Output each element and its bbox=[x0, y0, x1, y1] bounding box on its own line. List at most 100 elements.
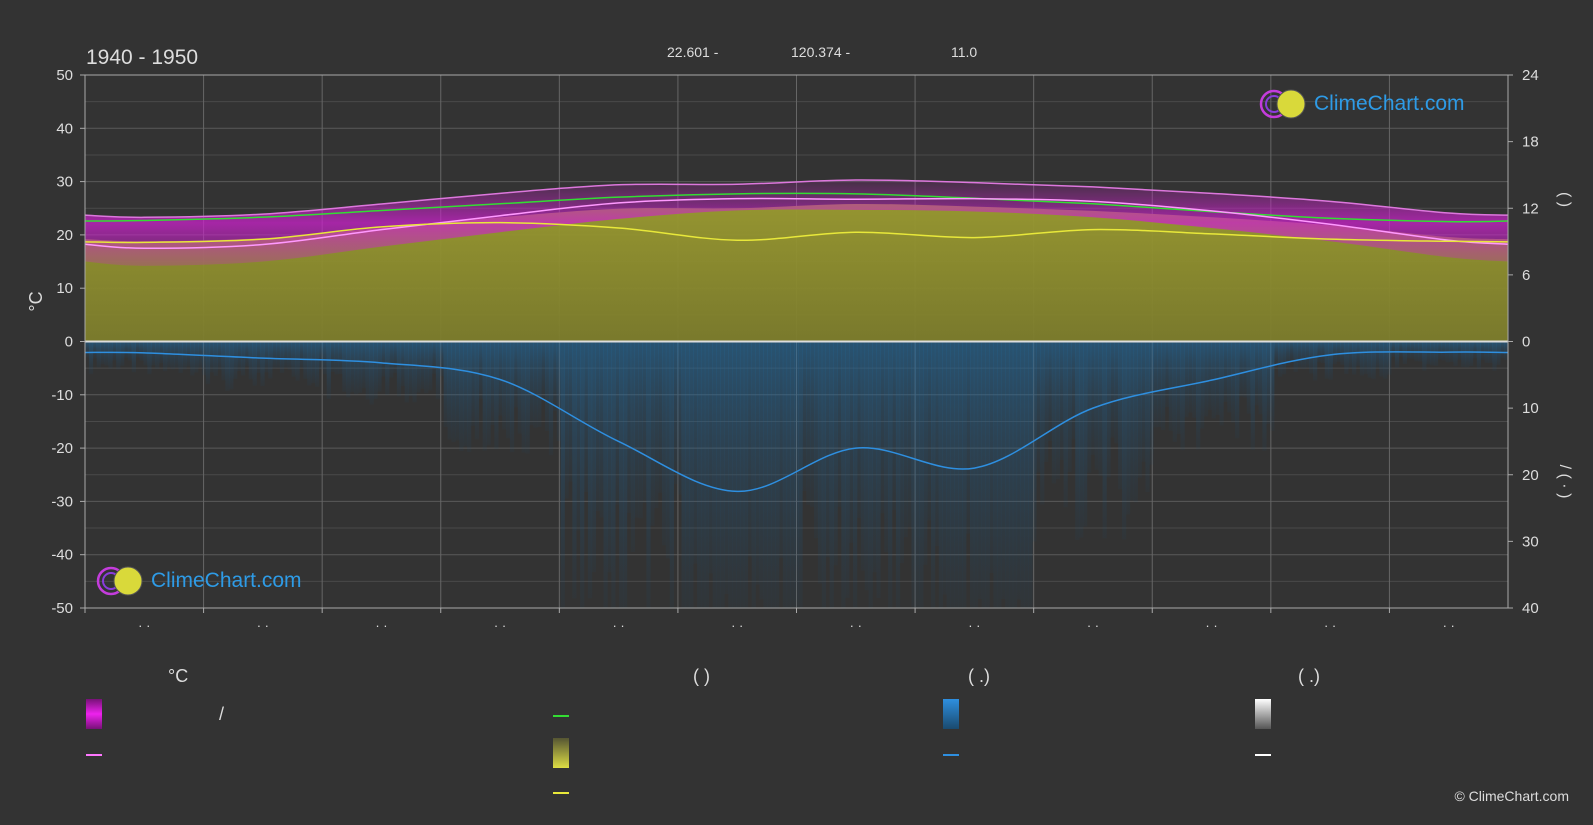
precipitation-bar bbox=[209, 341, 214, 373]
precipitation-bar bbox=[1293, 341, 1298, 372]
precipitation-bar bbox=[607, 341, 612, 573]
precipitation-bar bbox=[494, 341, 499, 449]
precipitation-bar bbox=[467, 341, 472, 453]
precipitation-bar bbox=[1192, 341, 1197, 418]
precipitation-bar bbox=[482, 341, 487, 451]
precipitation-bar bbox=[1332, 341, 1337, 365]
precipitation-bar bbox=[1250, 341, 1255, 451]
left-tick-label: -20 bbox=[51, 440, 73, 457]
precipitation-bar bbox=[841, 341, 846, 608]
precipitation-bar bbox=[981, 341, 986, 608]
precipitation-bar bbox=[946, 341, 951, 608]
precipitation-bar bbox=[474, 341, 480, 440]
precipitation-bar bbox=[447, 341, 452, 440]
daylight-line bbox=[84, 192, 1509, 223]
precipitation-bar bbox=[584, 341, 589, 492]
precipitation-bar bbox=[611, 341, 616, 608]
precipitation-bar bbox=[502, 341, 507, 430]
precipitation-bar bbox=[127, 341, 133, 361]
precipitation-bar bbox=[1172, 341, 1177, 442]
precipitation-bar bbox=[120, 341, 125, 366]
precipitation-bar bbox=[252, 341, 257, 386]
precipitation-bar bbox=[1281, 341, 1287, 375]
precipitation-bar bbox=[1504, 341, 1509, 360]
left-tick-label: 30 bbox=[56, 174, 73, 191]
precipitation-bar bbox=[1207, 341, 1213, 411]
precipitation-bar bbox=[377, 341, 382, 392]
precipitation-bar bbox=[260, 341, 265, 387]
precipitation-bar bbox=[895, 341, 901, 608]
precipitation-bar bbox=[1344, 341, 1349, 375]
precipitation-bar bbox=[104, 341, 109, 366]
precipitation-bar bbox=[1285, 341, 1290, 366]
precipitation-bar bbox=[845, 341, 850, 598]
precipitation-bar bbox=[424, 341, 429, 394]
precipitation-bar bbox=[1313, 341, 1318, 381]
precipitation-bar bbox=[1067, 341, 1072, 472]
legend-snow-header: ( .) bbox=[1298, 666, 1320, 686]
legend-swatch-sunshine bbox=[553, 738, 569, 768]
precipitation-bar bbox=[677, 341, 682, 495]
climechart-logo-icon bbox=[1259, 89, 1306, 119]
precipitation-bar bbox=[303, 341, 308, 379]
precipitation-bar bbox=[178, 341, 183, 374]
precipitation-bar bbox=[849, 341, 854, 543]
precipitation-bar bbox=[782, 341, 788, 608]
precipitation-bar bbox=[1461, 341, 1466, 368]
precipitation-bar bbox=[1348, 341, 1353, 369]
precipitation-bar bbox=[295, 341, 300, 381]
precipitation-bar bbox=[135, 341, 140, 358]
precipitation-bar bbox=[1055, 341, 1060, 480]
precipitation-bar bbox=[817, 341, 823, 584]
precipitation-bar bbox=[1254, 341, 1259, 406]
precipitation-bar bbox=[747, 341, 752, 557]
logo-top[interactable]: ClimeChart.com bbox=[1258, 88, 1465, 120]
legend-swatch-temp-range bbox=[86, 699, 102, 729]
precipitation-bar bbox=[1305, 341, 1310, 368]
precipitation-bar bbox=[498, 341, 503, 416]
logo-bottom[interactable]: ClimeChart.com bbox=[95, 565, 302, 597]
precipitation-bar bbox=[1200, 341, 1205, 429]
precipitation-bar bbox=[1433, 341, 1439, 366]
precipitation-bar bbox=[911, 341, 916, 608]
precipitation-bar bbox=[708, 341, 713, 574]
legend-sun-header: ( ) bbox=[693, 666, 710, 686]
precipitation-bar bbox=[1051, 341, 1057, 484]
legend-swatch-sunshine-line bbox=[553, 792, 569, 794]
precipitation-bar bbox=[587, 341, 593, 599]
precipitation-bar bbox=[1153, 341, 1158, 428]
precipitation-bar bbox=[350, 341, 355, 393]
precipitation-bar bbox=[548, 341, 554, 456]
precipitation-bar bbox=[689, 341, 694, 608]
precipitation-bar bbox=[443, 341, 448, 427]
x-tick-label: · · bbox=[1324, 618, 1336, 633]
precipitation-bar bbox=[603, 341, 608, 608]
precipitation-bar bbox=[139, 341, 144, 361]
precipitation-bar bbox=[1453, 341, 1458, 367]
precipitation-bar bbox=[1044, 341, 1049, 462]
right-bottom-tick-label: 10 bbox=[1522, 400, 1539, 417]
x-tick-label: · · bbox=[257, 618, 269, 633]
temperature-range-area bbox=[85, 179, 1508, 266]
precipitation-bar bbox=[513, 341, 519, 408]
logo-text: ClimeChart.com bbox=[1314, 92, 1465, 115]
precipitation-bar bbox=[673, 341, 678, 485]
x-tick-label: · · bbox=[1205, 618, 1217, 633]
left-tick-label: 0 bbox=[65, 334, 73, 351]
precipitation-bar bbox=[342, 341, 347, 392]
precipitation-bar bbox=[268, 341, 273, 379]
right-bottom-axis-title: / ( · ) bbox=[1556, 465, 1573, 499]
precipitation-bar bbox=[299, 341, 304, 369]
precipitation-bar bbox=[392, 341, 398, 373]
precipitation-bar bbox=[572, 341, 577, 599]
precipitation-bar bbox=[1246, 341, 1251, 414]
precipitation-bar bbox=[116, 341, 121, 370]
precipitation-bar bbox=[205, 341, 211, 385]
precipitation-bar bbox=[233, 341, 238, 379]
precipitation-bar bbox=[1161, 341, 1166, 430]
left-tick-label: 20 bbox=[56, 227, 73, 244]
precipitation-bar bbox=[1020, 341, 1025, 608]
precipitation-bar bbox=[404, 341, 409, 403]
precipitation-bar bbox=[962, 341, 967, 608]
precipitation-bar bbox=[147, 341, 152, 375]
